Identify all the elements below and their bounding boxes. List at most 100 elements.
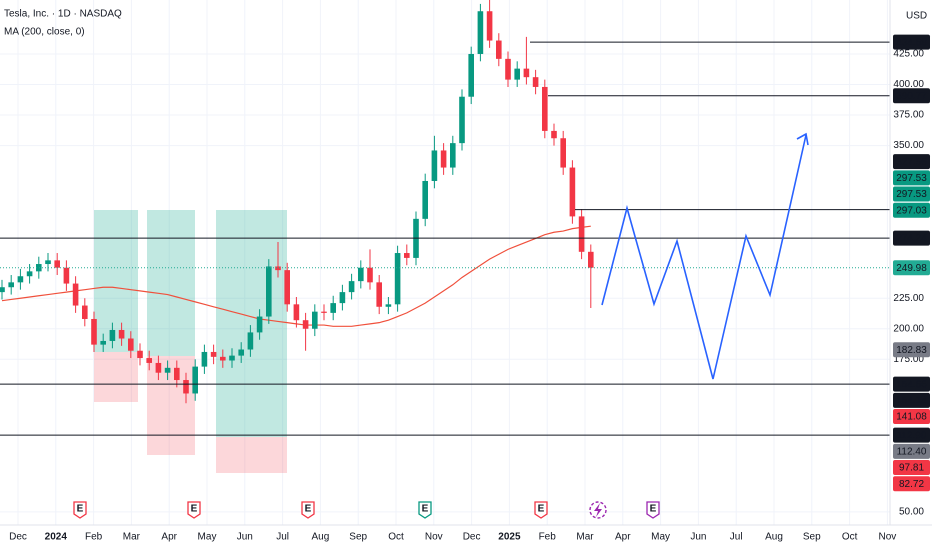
- candle-body: [486, 11, 493, 41]
- candle-body: [302, 320, 309, 329]
- price-badge: [893, 154, 930, 170]
- earnings-marker: [73, 501, 87, 519]
- x-tick-label: Feb: [85, 532, 103, 543]
- x-tick-label: Jul: [730, 532, 743, 543]
- earnings-marker: [418, 501, 432, 519]
- x-tick-label: Apr: [615, 532, 631, 543]
- candle-body: [532, 77, 539, 87]
- price-badge-label: 297.53: [896, 173, 927, 184]
- candle-body: [164, 367, 171, 373]
- price-badge-label: 390.77: [896, 91, 927, 102]
- y-tick-label: 225.00: [893, 293, 924, 304]
- price-badge: [893, 376, 930, 392]
- candle-body: [91, 318, 97, 345]
- x-tick-label: Sep: [349, 532, 367, 543]
- price-badge: [893, 230, 930, 246]
- earnings-marker: [534, 501, 548, 519]
- candle-body: [440, 150, 447, 168]
- price-badge-label: 112.40: [897, 446, 927, 457]
- candle-body: [137, 350, 143, 359]
- x-tick-label: Sep: [803, 532, 821, 543]
- earnings-marker-label: E: [191, 504, 198, 515]
- candle-body: [523, 68, 530, 78]
- candle-body: [247, 332, 254, 350]
- bolt-icon: [589, 501, 607, 519]
- y-tick-label: 375.00: [893, 110, 924, 121]
- price-badge-label: 297.53: [896, 189, 927, 200]
- price-badge-label: 327.56: [896, 157, 927, 168]
- candle-body: [220, 356, 226, 361]
- candle-body: [404, 253, 410, 258]
- candle-body: [256, 316, 263, 333]
- candle-body: [578, 216, 585, 252]
- price-badge: [893, 186, 930, 202]
- candle-body: [284, 270, 290, 305]
- x-tick-label: Dec: [9, 532, 27, 543]
- candle-body: [542, 86, 548, 131]
- earnings-marker-label: E: [650, 504, 657, 515]
- price-badge-label: 82.72: [899, 479, 924, 490]
- candle-body: [569, 167, 576, 217]
- price-badge-label: 154.14: [896, 395, 927, 406]
- price-badge: [893, 409, 930, 425]
- x-tick-label: Apr: [161, 532, 177, 543]
- x-tick-label: Jul: [276, 532, 289, 543]
- candle-body: [210, 351, 217, 357]
- x-tick-label: Aug: [765, 532, 783, 543]
- price-badge-label: 154.66: [896, 379, 927, 390]
- candle-body: [8, 282, 14, 288]
- x-tick-label: Oct: [388, 532, 404, 543]
- x-tick-label: May: [198, 532, 217, 543]
- x-tick-label: 2025: [498, 532, 521, 543]
- candle-body: [0, 287, 5, 293]
- loss-zone: [147, 356, 195, 455]
- candle-body: [293, 304, 300, 321]
- price-badge: [893, 443, 930, 459]
- candle-body: [266, 266, 272, 317]
- candle-body: [82, 305, 88, 319]
- candle-body: [459, 96, 465, 144]
- earnings-marker: [187, 501, 201, 519]
- price-badge: [893, 34, 930, 50]
- profit-zone: [216, 210, 287, 437]
- candle-body: [394, 253, 401, 305]
- y-tick-label: 175.00: [893, 354, 924, 365]
- price-badge-label: 141.08: [896, 412, 927, 423]
- axes: 425.00 400.00 375.00 350.00 225.00 200.00 175.…: [9, 34, 930, 543]
- candle-body: [128, 338, 134, 351]
- profit-zone: [94, 210, 138, 352]
- indicator-label: MA (200, close, 0): [4, 27, 85, 38]
- price-badge: [893, 392, 930, 408]
- candle-body: [72, 283, 79, 306]
- candle-body: [551, 130, 557, 139]
- candle-body: [367, 267, 373, 283]
- y-tick-label: 400.00: [893, 79, 924, 90]
- candle-body: [100, 340, 106, 345]
- x-tick-label: Jun: [690, 532, 706, 543]
- price-badge: [893, 170, 930, 186]
- earnings-marker: [301, 501, 315, 519]
- earnings-marker: [646, 501, 660, 519]
- candle-body: [496, 40, 502, 59]
- candle-body: [376, 282, 382, 307]
- x-tick-label: Jun: [237, 532, 253, 543]
- price-badge: [893, 88, 930, 104]
- candle-body: [118, 329, 125, 339]
- loss-zone: [216, 437, 287, 473]
- candle-body: [146, 358, 152, 363]
- price-badge: [893, 202, 930, 218]
- earnings-marker-label: E: [77, 504, 84, 515]
- candle-body: [422, 180, 428, 219]
- x-tick-label: May: [651, 532, 670, 543]
- loss-zone: [94, 352, 138, 402]
- y-tick-label: 350.00: [893, 140, 924, 151]
- candle-body: [54, 260, 60, 268]
- candle-body: [514, 68, 520, 80]
- price-badge-label: 182.83: [896, 345, 927, 356]
- price-badge-label: 274.24: [896, 233, 927, 244]
- price-badge-label: 97.81: [899, 463, 924, 474]
- candle-body: [431, 150, 438, 181]
- candle-body: [450, 143, 456, 168]
- price-badge-label: 249.98: [896, 263, 927, 274]
- projection-arrowhead: [796, 132, 809, 146]
